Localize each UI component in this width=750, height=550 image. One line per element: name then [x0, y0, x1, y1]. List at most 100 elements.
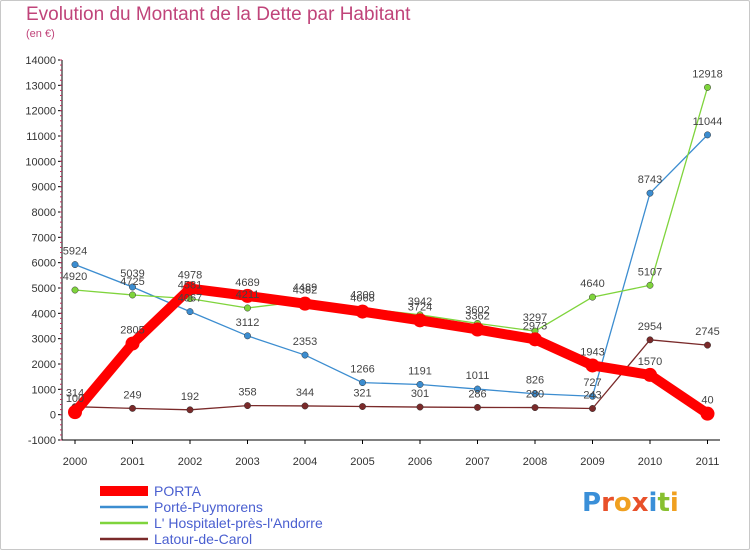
x-tick-label: 2000: [63, 456, 87, 468]
data-point: [301, 402, 309, 410]
y-tick-label: 9000: [32, 182, 56, 194]
x-tick-label: 2010: [638, 456, 662, 468]
data-label: 321: [353, 388, 371, 400]
data-point: [646, 189, 654, 197]
data-point: [183, 281, 197, 296]
x-tick-label: 2008: [523, 456, 547, 468]
data-point: [359, 379, 366, 387]
data-label: 826: [526, 375, 544, 387]
data-point: [589, 405, 596, 412]
data-label: 4067: [178, 293, 202, 305]
data-point: [240, 288, 255, 303]
data-label: 286: [468, 388, 486, 400]
data-point: [585, 358, 600, 373]
data-point: [244, 402, 251, 410]
y-tick-label: 2000: [32, 359, 56, 371]
data-point: [531, 404, 539, 412]
data-point: [531, 390, 539, 398]
data-label: 3297: [523, 312, 547, 324]
data-label: 1570: [638, 356, 662, 368]
data-label: 3724: [408, 301, 432, 313]
data-label: 4978: [178, 270, 202, 282]
data-label: 243: [583, 390, 601, 402]
data-label: 2353: [293, 336, 317, 348]
data-label: 40: [701, 395, 713, 407]
data-label: 4489: [293, 282, 317, 294]
data-label: 301: [411, 388, 429, 400]
data-point: [646, 281, 654, 289]
chart-unit: (en €): [26, 28, 55, 40]
data-label: 1266: [350, 364, 374, 376]
data-label: 3362: [465, 310, 489, 322]
data-label: 4581: [178, 280, 202, 292]
legend-label: Latour-de-Carol: [154, 531, 252, 547]
data-label: 3942: [408, 296, 432, 308]
data-label: 344: [296, 387, 314, 399]
proxiti-logo: Proxiti: [582, 488, 679, 518]
data-point: [416, 381, 424, 388]
data-point: [413, 313, 427, 328]
data-label: 2973: [523, 320, 547, 332]
data-label: 4200: [350, 289, 374, 301]
data-point: [129, 283, 136, 291]
legend-label: L' Hospitalet-près-l'Andorre: [154, 515, 323, 531]
data-label: 192: [181, 391, 199, 403]
data-label: 280: [526, 389, 544, 401]
y-tick-label: 8000: [32, 207, 56, 219]
data-point: [704, 341, 711, 349]
data-label: 3602: [465, 304, 489, 316]
data-label: 4689: [235, 277, 259, 289]
x-tick-label: 2001: [120, 456, 144, 468]
x-tick-label: 2004: [293, 456, 317, 468]
y-tick-label: 13000: [25, 80, 56, 92]
data-label: 1011: [466, 370, 490, 382]
data-point: [646, 336, 654, 344]
data-point: [474, 403, 481, 411]
x-tick-label: 2006: [408, 456, 432, 468]
data-point: [359, 403, 366, 410]
data-point: [643, 367, 657, 382]
data-label: 4068: [350, 293, 374, 305]
x-tick-label: 2011: [696, 456, 720, 468]
series-line-1: [74, 134, 709, 397]
x-tick-label: 2005: [350, 456, 374, 468]
data-label: 1191: [408, 365, 432, 377]
y-tick-label: 10000: [25, 156, 56, 168]
data-point: [244, 332, 251, 340]
series-line-3: [74, 339, 709, 411]
y-tick-label: -1000: [28, 435, 56, 447]
data-point: [129, 291, 136, 299]
data-label: 4640: [580, 278, 604, 290]
data-label: 4382: [293, 285, 317, 297]
data-point: [186, 308, 194, 316]
data-point: [71, 261, 79, 269]
data-label: 4920: [63, 271, 87, 283]
y-tick-label: 3000: [32, 334, 56, 346]
y-tick-label: 1000: [32, 384, 56, 396]
data-point: [186, 406, 194, 414]
data-label: 100: [66, 393, 84, 405]
y-tick-label: 12000: [25, 106, 56, 118]
data-point: [244, 304, 251, 312]
y-tick-label: 4000: [32, 308, 56, 320]
data-point: [416, 403, 424, 411]
data-point: [129, 404, 136, 412]
x-tick-label: 2009: [580, 456, 604, 468]
axes: -1000 0 1000 2000 3000 4000 5000 6000 7000 8000 90…: [25, 55, 720, 468]
data-label: 314: [66, 388, 84, 400]
data-label: 2954: [638, 321, 662, 333]
data-point: [704, 131, 711, 139]
data-label: 1943: [580, 346, 604, 358]
data-point: [700, 406, 715, 421]
data-label: 12918: [692, 68, 723, 80]
series-lines: [68, 83, 715, 421]
y-tick-label: 11000: [26, 131, 56, 143]
data-point: [298, 296, 312, 311]
data-point: [301, 351, 309, 359]
data-label: 727: [583, 377, 601, 389]
x-tick-label: 2003: [235, 456, 259, 468]
legend-label: Porté-Puymorens: [154, 499, 263, 515]
data-label: 2745: [695, 326, 719, 338]
